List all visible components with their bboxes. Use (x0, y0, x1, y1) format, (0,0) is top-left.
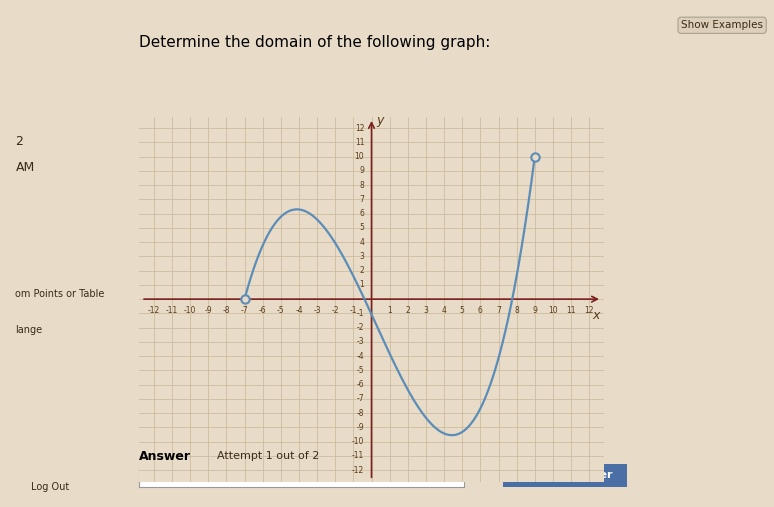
Text: 7: 7 (359, 195, 365, 204)
Text: -3: -3 (357, 337, 365, 346)
Text: Answer: Answer (139, 450, 191, 463)
Text: -10: -10 (184, 306, 197, 314)
Text: Log Out: Log Out (31, 482, 69, 492)
Text: AM: AM (15, 161, 35, 174)
Text: 6: 6 (359, 209, 365, 218)
Text: 4: 4 (442, 306, 447, 314)
Text: -8: -8 (223, 306, 230, 314)
Text: -1: -1 (350, 306, 357, 314)
Text: -5: -5 (357, 366, 365, 375)
Text: om Points or Table: om Points or Table (15, 289, 104, 299)
Text: 7: 7 (496, 306, 501, 314)
Text: 3: 3 (423, 306, 428, 314)
Text: -9: -9 (204, 306, 212, 314)
Text: -11: -11 (166, 306, 178, 314)
Text: x: x (593, 309, 600, 322)
Text: 9: 9 (533, 306, 537, 314)
Text: -3: -3 (313, 306, 321, 314)
Text: 3: 3 (359, 252, 365, 261)
Text: -5: -5 (277, 306, 285, 314)
Text: -6: -6 (259, 306, 266, 314)
Text: 2: 2 (15, 135, 23, 149)
Text: 2: 2 (359, 266, 365, 275)
Text: 9: 9 (359, 166, 365, 175)
Text: -10: -10 (352, 437, 365, 446)
Text: Attempt 1 out of 2: Attempt 1 out of 2 (217, 451, 319, 461)
Text: 10: 10 (548, 306, 558, 314)
Text: -9: -9 (357, 423, 365, 432)
Text: 5: 5 (460, 306, 464, 314)
Text: 11: 11 (354, 138, 365, 147)
Text: Show Examples: Show Examples (681, 20, 763, 30)
Text: 12: 12 (354, 124, 365, 132)
Text: Submit Answer: Submit Answer (518, 470, 612, 480)
Text: lange: lange (15, 324, 43, 335)
Text: 8: 8 (514, 306, 519, 314)
Text: -8: -8 (357, 409, 365, 418)
Text: 11: 11 (567, 306, 576, 314)
Text: 12: 12 (584, 306, 594, 314)
Text: -2: -2 (357, 323, 365, 332)
Text: -7: -7 (241, 306, 248, 314)
Text: -6: -6 (357, 380, 365, 389)
Text: 2: 2 (406, 306, 410, 314)
Text: 6: 6 (478, 306, 483, 314)
Text: -12: -12 (148, 306, 160, 314)
Text: 1: 1 (387, 306, 392, 314)
Text: -1: -1 (357, 309, 365, 318)
Text: 4: 4 (359, 238, 365, 246)
Text: -12: -12 (352, 466, 365, 475)
Text: 1: 1 (359, 280, 365, 289)
Text: 8: 8 (359, 180, 365, 190)
Text: Determine the domain of the following graph:: Determine the domain of the following gr… (139, 35, 491, 51)
Text: 10: 10 (354, 152, 365, 161)
Text: -11: -11 (352, 451, 365, 460)
Text: -4: -4 (357, 352, 365, 360)
Text: -4: -4 (295, 306, 303, 314)
Text: y: y (376, 115, 383, 127)
Text: -2: -2 (331, 306, 339, 314)
Text: 5: 5 (359, 223, 365, 232)
Text: -7: -7 (357, 394, 365, 404)
